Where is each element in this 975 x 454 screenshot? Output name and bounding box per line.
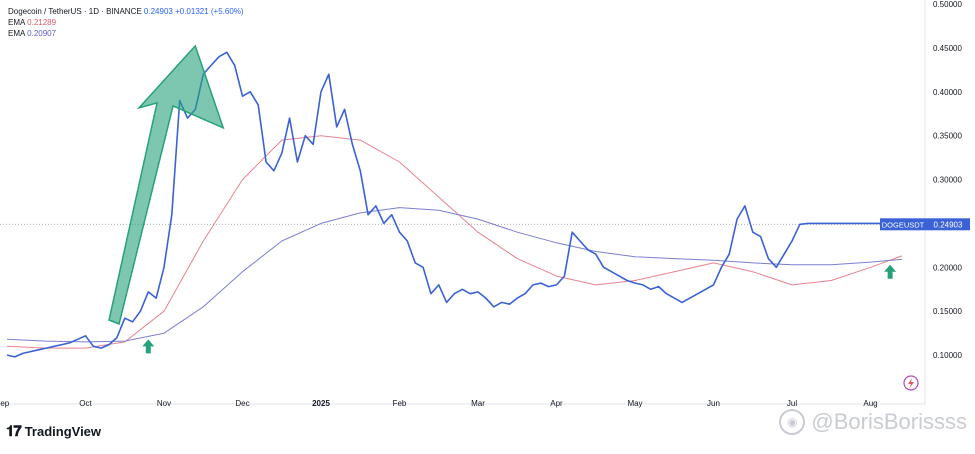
legend-ema1-row[interactable]: EMA 0.21289: [8, 17, 244, 28]
up-arrow-icon-1: [142, 339, 155, 354]
legend-ema1-value: 0.21289: [27, 18, 57, 27]
x-tick-label: Dec: [235, 399, 249, 408]
lightning-icon[interactable]: [903, 375, 919, 391]
y-tick-label: 0.45000: [933, 44, 962, 53]
weibo-icon: ◉: [779, 409, 806, 435]
brand-name: TradingView: [24, 424, 102, 439]
x-tick-label: Oct: [79, 399, 92, 408]
x-tick-label: Jul: [787, 399, 797, 408]
y-tick-label: 0.10000: [933, 351, 962, 360]
legend-change: +0.01321 (+5.60%): [175, 7, 244, 16]
y-tick-label: 0.40000: [933, 88, 962, 97]
lightning-bolt-glyph: [908, 378, 914, 389]
ema-fast-line: [6, 135, 903, 349]
legend-ema2-row[interactable]: EMA 0.20907: [8, 28, 244, 39]
x-tick-label: 2025: [312, 399, 330, 408]
legend-ema2-label: EMA: [8, 29, 25, 38]
x-tick-label: Sep: [0, 399, 10, 408]
x-tick-label: Nov: [157, 399, 171, 408]
tradingview-logo-icon: 𝟏𝟕: [6, 423, 22, 440]
chart-legend: Dogecoin / TetherUS · 1D · BINANCE 0.249…: [8, 6, 244, 39]
y-tick-label: 0.50000: [933, 0, 962, 9]
footer: 𝟏𝟕 TradingView ◉ @BorisBorissss: [0, 409, 975, 449]
symbol-tag-text: DOGEUSDT: [882, 220, 925, 229]
legend-symbol-row: Dogecoin / TetherUS · 1D · BINANCE 0.249…: [8, 6, 244, 17]
price-tag-text: 0.24903: [934, 220, 963, 229]
watermark-text: @BorisBorissss: [811, 409, 967, 434]
legend-ema2-value: 0.20907: [27, 29, 57, 38]
y-tick-label: 0.15000: [933, 307, 962, 316]
x-tick-label: Jun: [707, 399, 720, 408]
tradingview-logo[interactable]: 𝟏𝟕 TradingView: [6, 423, 101, 440]
x-tick-label: Mar: [471, 399, 485, 408]
price-series-line: [6, 51, 902, 358]
x-tick-label: Aug: [863, 399, 877, 408]
watermark: ◉ @BorisBorissss: [779, 409, 967, 435]
up-arrow-icon-2: [884, 264, 897, 279]
symbol-tag: [880, 218, 926, 231]
x-tick-label: May: [627, 399, 642, 408]
big-up-arrow-icon: [108, 44, 225, 326]
legend-last-price: 0.24903: [143, 7, 173, 16]
x-tick-label: Apr: [550, 399, 563, 408]
legend-symbol: Dogecoin / TetherUS · 1D · BINANCE: [8, 7, 142, 16]
y-tick-label: 0.35000: [933, 132, 962, 141]
legend-ema1-label: EMA: [8, 18, 25, 27]
price-tag: [926, 218, 970, 231]
x-tick-label: Feb: [393, 399, 407, 408]
y-tick-label: 0.20000: [933, 263, 962, 272]
y-tick-label: 0.30000: [933, 176, 962, 185]
ema-slow-line: [6, 207, 902, 343]
